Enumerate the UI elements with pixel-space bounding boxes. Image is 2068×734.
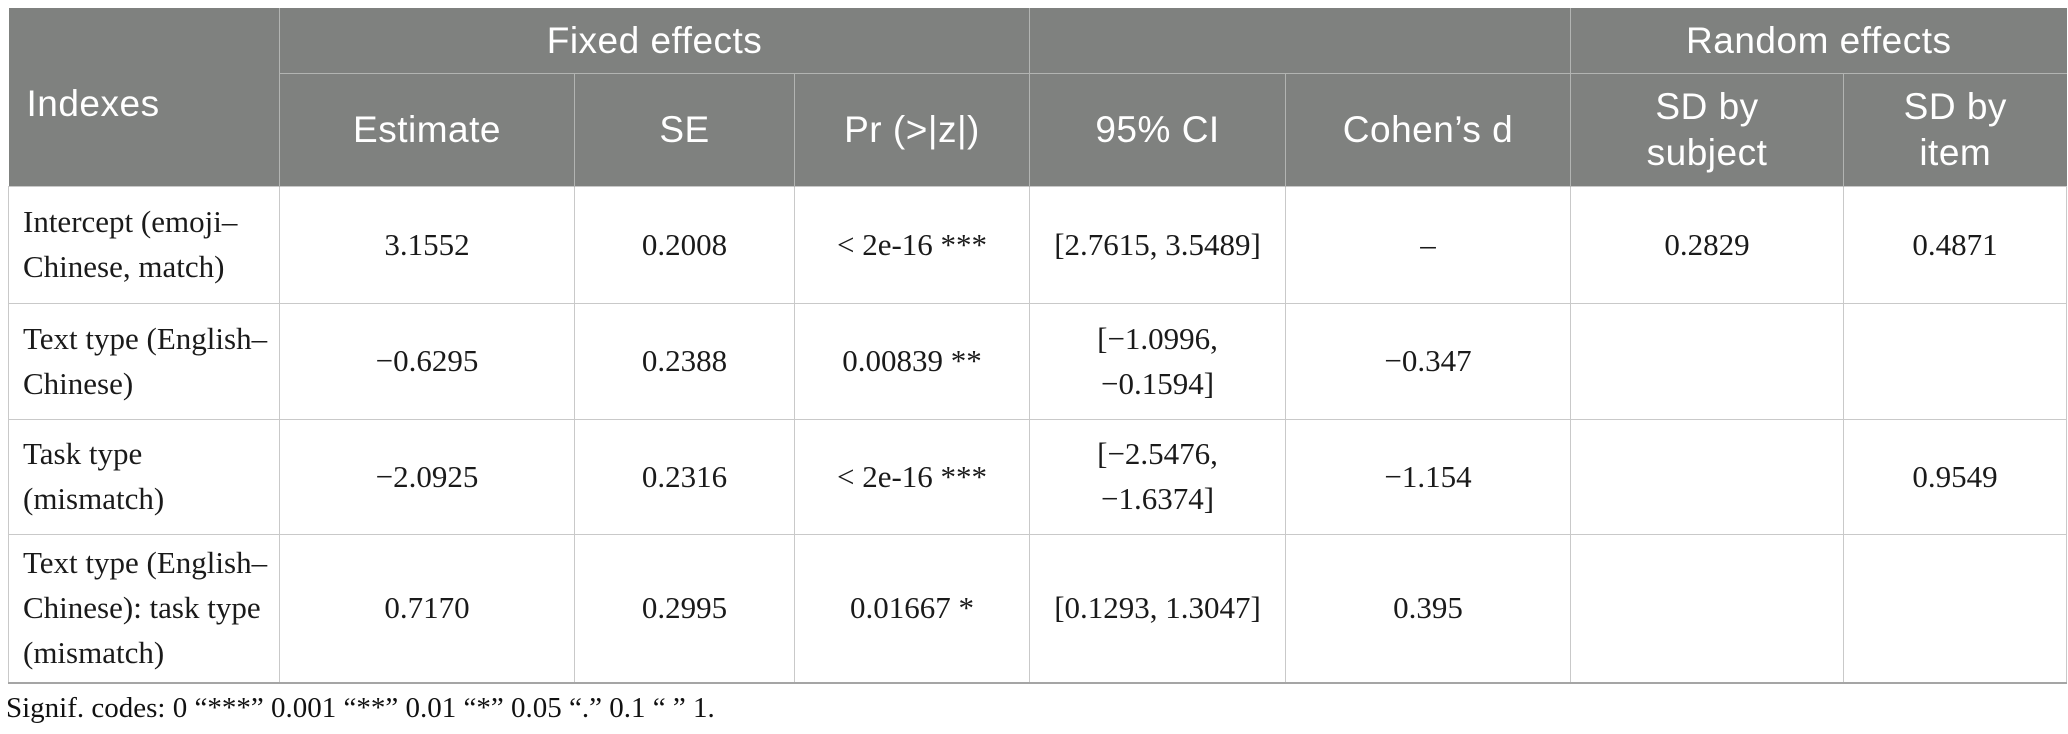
significance-codes-footnote: Signif. codes: 0 “***” 0.001 “**” 0.01 “… xyxy=(6,692,715,724)
header-sd-by-subject: SD by subject xyxy=(1570,73,1844,187)
cell-sd-subject xyxy=(1570,303,1845,420)
cell-estimate: 3.1552 xyxy=(279,186,575,304)
header-sd-by-item: SD by item xyxy=(1843,73,2067,187)
cell-sd-item: 0.4871 xyxy=(1843,186,2068,304)
cell-se: 0.2388 xyxy=(574,303,795,420)
cell-sd-subject xyxy=(1570,419,1845,535)
header-group-unlabeled xyxy=(1029,8,1571,74)
paper-table-figure: Indexes Fixed effects Random effects Est… xyxy=(6,8,2068,724)
header-group-random-effects: Random effects xyxy=(1570,8,2067,74)
cell-cohens-d: – xyxy=(1285,186,1572,304)
cell-sd-subject xyxy=(1570,533,1845,684)
cell-estimate: −0.6295 xyxy=(279,303,575,420)
cell-sd-item xyxy=(1843,303,2068,420)
cell-se: 0.2008 xyxy=(574,186,795,304)
cell-se: 0.2316 xyxy=(574,419,795,535)
cell-estimate: −2.0925 xyxy=(279,419,575,535)
header-estimate: Estimate xyxy=(279,73,575,187)
cell-se: 0.2995 xyxy=(574,533,795,684)
cell-ci: [2.7615, 3.5489] xyxy=(1029,186,1287,304)
mixed-effects-results-table: Indexes Fixed effects Random effects Est… xyxy=(8,8,2068,684)
row-label: Text type (English–Chinese) xyxy=(8,303,280,420)
cell-ci: [−1.0996, −0.1594] xyxy=(1029,303,1287,420)
header-sd-by-subject-label: SD by subject xyxy=(1646,85,1768,173)
row-label: Intercept (emoji–Chinese, match) xyxy=(8,186,280,304)
cell-cohens-d: 0.395 xyxy=(1285,533,1572,684)
header-cohens-d: Cohen’s d xyxy=(1285,73,1571,187)
table-row-interaction: Text type (English–Chinese): task type (… xyxy=(8,533,2068,684)
cell-p-value: < 2e-16 *** xyxy=(793,186,1031,304)
header-se: SE xyxy=(574,73,795,187)
cell-p-value: 0.00839 ** xyxy=(793,303,1031,420)
cell-estimate: 0.7170 xyxy=(279,533,575,684)
table-row-intercept: Intercept (emoji–Chinese, match) 3.1552 … xyxy=(8,186,2068,304)
cell-sd-item xyxy=(1843,533,2068,684)
cell-p-value: < 2e-16 *** xyxy=(793,419,1031,535)
cell-cohens-d: −0.347 xyxy=(1285,303,1572,420)
header-ci: 95% CI xyxy=(1029,73,1286,187)
table-row-text-type: Text type (English–Chinese) −0.6295 0.23… xyxy=(8,303,2068,420)
cell-cohens-d: −1.154 xyxy=(1285,419,1572,535)
table-body: Intercept (emoji–Chinese, match) 3.1552 … xyxy=(8,186,2068,684)
cell-p-value: 0.01667 * xyxy=(793,533,1031,684)
header-p-value: Pr (>|z|) xyxy=(793,73,1030,187)
cell-ci: [−2.5476, −1.6374] xyxy=(1029,419,1287,535)
header-group-fixed-effects: Fixed effects xyxy=(279,8,1030,74)
cell-sd-subject: 0.2829 xyxy=(1570,186,1845,304)
row-label: Task type (mismatch) xyxy=(8,419,280,535)
row-label: Text type (English–Chinese): task type (… xyxy=(8,533,280,684)
table-header: Indexes Fixed effects Random effects Est… xyxy=(8,8,2067,187)
header-sd-by-item-label: SD by item xyxy=(1903,85,2007,173)
cell-sd-item: 0.9549 xyxy=(1843,419,2068,535)
cell-ci: [0.1293, 1.3047] xyxy=(1029,533,1287,684)
table-row-task-type: Task type (mismatch) −2.0925 0.2316 < 2e… xyxy=(8,419,2068,535)
header-indexes: Indexes xyxy=(8,8,280,187)
